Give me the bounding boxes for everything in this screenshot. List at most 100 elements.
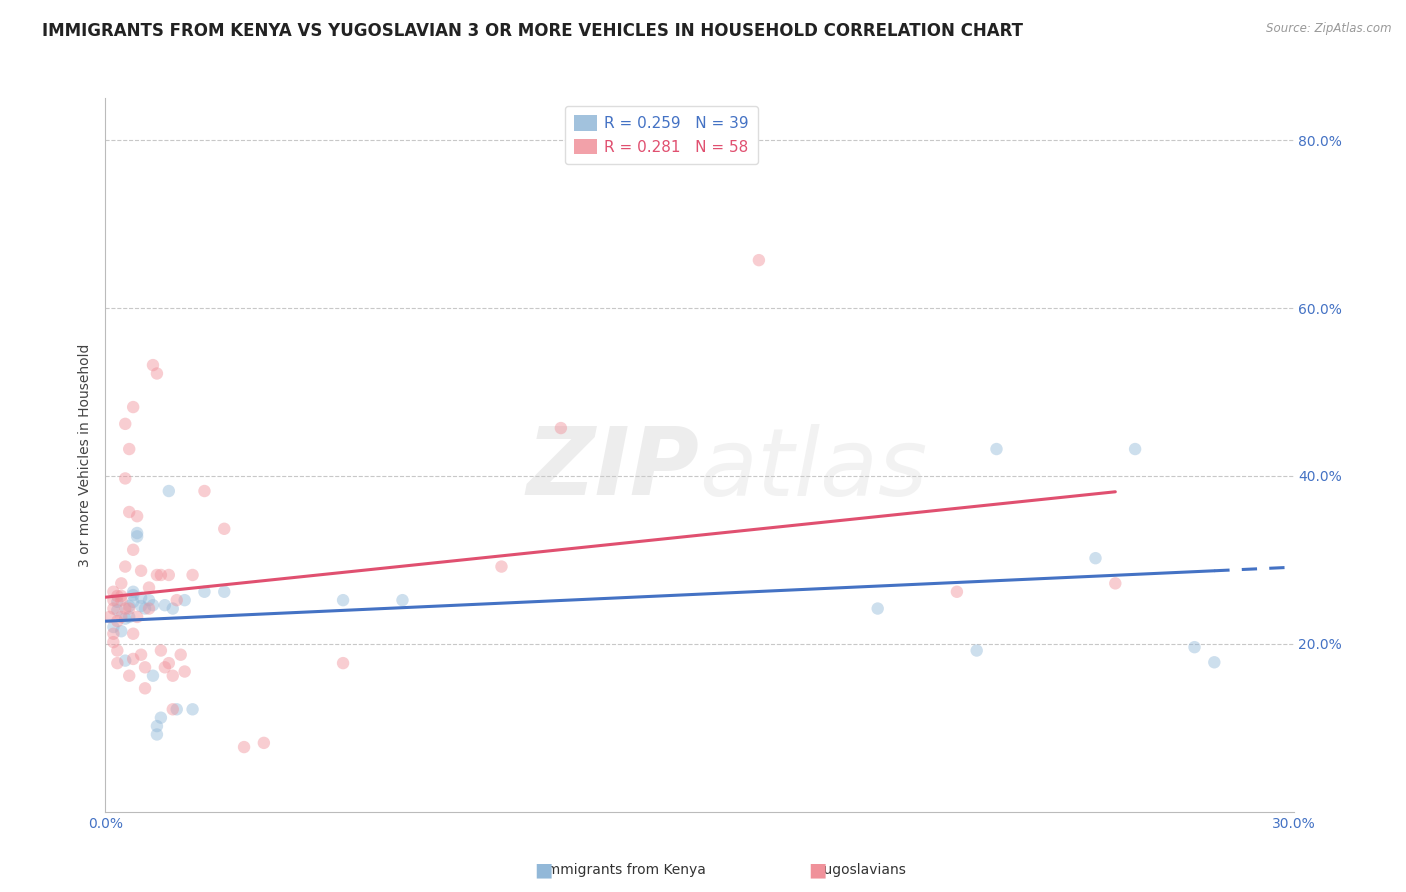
Point — [550, 421, 572, 435]
Point — [146, 568, 169, 582]
Text: atlas: atlas — [700, 424, 928, 515]
Text: ■: ■ — [808, 860, 827, 880]
Point — [134, 601, 156, 615]
Point — [114, 612, 136, 626]
Point — [142, 358, 165, 372]
Point — [966, 643, 988, 657]
Point — [118, 610, 141, 624]
Point — [170, 648, 193, 662]
Point — [103, 601, 125, 615]
Point — [1104, 576, 1126, 591]
Point — [142, 669, 165, 683]
Point — [153, 598, 176, 612]
Point — [173, 593, 195, 607]
Point — [866, 601, 889, 615]
Point — [162, 702, 184, 716]
Point — [162, 601, 184, 615]
Point — [138, 581, 160, 595]
Point — [214, 522, 236, 536]
Point — [114, 654, 136, 668]
Point — [110, 610, 132, 624]
Text: Immigrants from Kenya: Immigrants from Kenya — [534, 863, 706, 877]
Point — [110, 589, 132, 603]
Point — [134, 660, 156, 674]
Point — [103, 584, 125, 599]
Point — [181, 568, 204, 582]
Point — [118, 442, 141, 456]
Point — [233, 740, 256, 755]
Point — [748, 253, 770, 268]
Point — [149, 568, 172, 582]
Point — [127, 526, 149, 541]
Point — [157, 568, 180, 582]
Point — [127, 610, 149, 624]
Point — [105, 656, 128, 670]
Point — [157, 483, 180, 498]
Point — [1184, 640, 1206, 655]
Point — [103, 626, 125, 640]
Point — [122, 626, 145, 640]
Point — [134, 681, 156, 696]
Point — [986, 442, 1008, 456]
Point — [118, 599, 141, 613]
Y-axis label: 3 or more Vehicles in Household: 3 or more Vehicles in Household — [79, 343, 93, 566]
Point — [114, 559, 136, 574]
Point — [253, 736, 276, 750]
Point — [105, 595, 128, 609]
Legend: R = 0.259   N = 39, R = 0.281   N = 58: R = 0.259 N = 39, R = 0.281 N = 58 — [565, 106, 758, 164]
Point — [127, 529, 149, 543]
Point — [146, 367, 169, 381]
Point — [98, 610, 121, 624]
Point — [181, 702, 204, 716]
Point — [153, 660, 176, 674]
Point — [146, 719, 169, 733]
Point — [129, 564, 152, 578]
Point — [138, 601, 160, 615]
Point — [173, 665, 195, 679]
Point — [114, 601, 136, 615]
Point — [129, 648, 152, 662]
Point — [118, 601, 141, 615]
Text: Source: ZipAtlas.com: Source: ZipAtlas.com — [1267, 22, 1392, 36]
Point — [122, 584, 145, 599]
Point — [491, 559, 513, 574]
Point — [105, 603, 128, 617]
Point — [129, 599, 152, 613]
Text: Yugoslavians: Yugoslavians — [808, 863, 907, 877]
Point — [105, 643, 128, 657]
Point — [149, 643, 172, 657]
Point — [122, 400, 145, 414]
Point — [391, 593, 413, 607]
Point — [110, 576, 132, 591]
Point — [332, 593, 354, 607]
Text: IMMIGRANTS FROM KENYA VS YUGOSLAVIAN 3 OR MORE VEHICLES IN HOUSEHOLD CORRELATION: IMMIGRANTS FROM KENYA VS YUGOSLAVIAN 3 O… — [42, 22, 1024, 40]
Point — [1084, 551, 1107, 566]
Point — [332, 656, 354, 670]
Point — [122, 595, 145, 609]
Point — [122, 542, 145, 557]
Point — [166, 702, 188, 716]
Point — [142, 598, 165, 612]
Point — [162, 669, 184, 683]
Point — [149, 711, 172, 725]
Text: ZIP: ZIP — [527, 423, 700, 516]
Point — [110, 624, 132, 639]
Point — [138, 593, 160, 607]
Point — [105, 589, 128, 603]
Point — [103, 593, 125, 607]
Point — [946, 584, 969, 599]
Point — [214, 584, 236, 599]
Point — [118, 505, 141, 519]
Point — [127, 509, 149, 524]
Point — [114, 471, 136, 485]
Point — [103, 620, 125, 634]
Point — [193, 483, 215, 498]
Point — [110, 593, 132, 607]
Text: ■: ■ — [534, 860, 553, 880]
Point — [157, 656, 180, 670]
Point — [122, 588, 145, 602]
Point — [103, 635, 125, 649]
Point — [1204, 655, 1226, 669]
Point — [166, 593, 188, 607]
Point — [118, 669, 141, 683]
